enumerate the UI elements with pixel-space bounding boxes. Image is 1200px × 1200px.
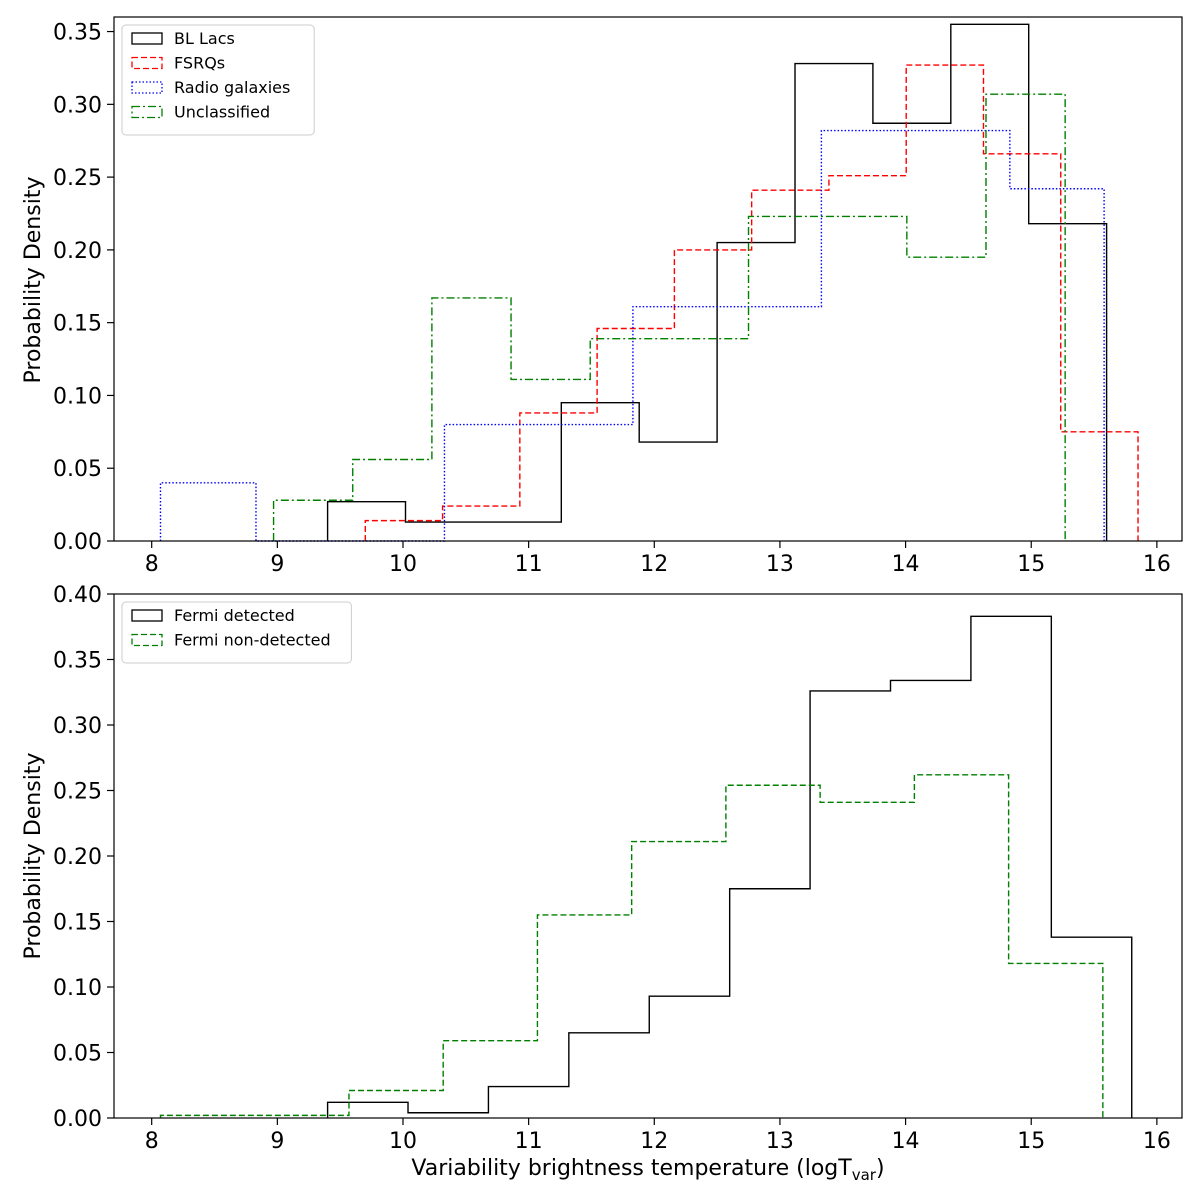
bottom-legend-frame <box>121 601 352 664</box>
top-legend-frame <box>121 24 315 136</box>
top-legend-swatch-unclassified <box>131 105 163 119</box>
top-y-tick-label: 0.10 <box>53 384 102 409</box>
bottom-series-fermi-non-detected <box>159 774 1104 1118</box>
top-y-tick-label: 0.00 <box>53 530 102 555</box>
bottom-x-tick-label: 12 <box>640 1129 668 1154</box>
x-axis-label-subscript: var <box>852 1166 877 1184</box>
top-series-unclassified <box>272 93 1066 541</box>
bottom-x-tick-label: 10 <box>389 1129 417 1154</box>
bottom-x-tick-label: 14 <box>892 1129 920 1154</box>
top-histogram-panel: 8 9 10 11 12 13 14 15 16 0.00 0.05 0.10 0.15 0.20 0.2… <box>21 16 1183 577</box>
bottom-legend-swatch-fermi-non-detected <box>131 633 163 647</box>
top-y-axis-label: Probability Density <box>21 177 46 384</box>
top-y-ticks: 0.00 0.05 0.10 0.15 0.20 0.25 0.30 0.35 <box>53 21 114 555</box>
bottom-x-tick-label: 11 <box>515 1129 543 1154</box>
bottom-legend-swatch-fermi-detected <box>131 609 163 622</box>
top-legend-swatch-bl-lacs <box>131 32 163 45</box>
bottom-x-tick-label: 13 <box>766 1129 794 1154</box>
bottom-series-fermi-detected <box>326 615 1133 1118</box>
top-x-tick-label: 10 <box>389 552 417 577</box>
bottom-y-tick-label: 0.40 <box>53 583 102 608</box>
bottom-y-tick-label: 0.05 <box>53 1042 102 1067</box>
top-y-tick-label: 0.35 <box>53 21 102 46</box>
top-series-layer <box>159 23 1139 542</box>
top-legend: BL Lacs FSRQs Radio galaxies Unclassified <box>121 24 315 136</box>
top-y-tick-label: 0.05 <box>53 457 102 482</box>
bottom-x-axis-label: Variability brightness temperature (logT… <box>411 1156 884 1184</box>
top-x-tick-label: 14 <box>892 552 920 577</box>
top-axes-frame <box>113 16 1183 542</box>
top-x-tick-label: 16 <box>1143 552 1171 577</box>
bottom-y-tick-label: 0.00 <box>53 1107 102 1132</box>
top-x-tick-label: 9 <box>270 552 284 577</box>
bottom-x-tick-label: 8 <box>145 1129 159 1154</box>
top-x-tick-label: 8 <box>145 552 159 577</box>
bottom-legend-label-fermi-detected: Fermi detected <box>174 606 295 625</box>
bottom-y-tick-label: 0.20 <box>53 845 102 870</box>
bottom-axes-frame <box>113 593 1183 1119</box>
bottom-y-tick-label: 0.10 <box>53 976 102 1001</box>
top-series-fsrqs <box>364 64 1139 541</box>
top-legend-label-fsrqs: FSRQs <box>174 54 225 73</box>
bottom-legend: Fermi detected Fermi non-detected <box>121 601 352 664</box>
x-axis-label-main: Variability brightness temperature (logT <box>411 1156 852 1181</box>
bottom-y-tick-label: 0.35 <box>53 649 102 674</box>
top-series-radio-galaxies <box>159 129 1105 542</box>
bottom-series-layer <box>159 615 1133 1118</box>
top-x-ticks: 8 9 10 11 12 13 14 15 16 <box>145 541 1171 577</box>
top-legend-label-unclassified: Unclassified <box>174 103 270 122</box>
top-legend-swatch-fsrqs <box>131 56 163 70</box>
x-axis-label-end: ) <box>876 1156 885 1181</box>
top-legend-label-bl-lacs: BL Lacs <box>174 29 235 48</box>
top-y-tick-label: 0.20 <box>53 239 102 264</box>
bottom-x-tick-label: 16 <box>1143 1129 1171 1154</box>
top-series-bl-lacs <box>326 23 1108 541</box>
top-x-tick-label: 12 <box>640 552 668 577</box>
top-y-tick-label: 0.15 <box>53 312 102 337</box>
bottom-x-tick-label: 15 <box>1017 1129 1045 1154</box>
bottom-histogram-panel: 8 9 10 11 12 13 14 15 16 0.00 0.05 0.10 0.15 0.20 0.2… <box>21 583 1183 1184</box>
bottom-x-ticks: 8 9 10 11 12 13 14 15 16 <box>145 1118 1171 1154</box>
top-x-tick-label: 13 <box>766 552 794 577</box>
top-x-tick-label: 11 <box>515 552 543 577</box>
bottom-y-ticks: 0.00 0.05 0.10 0.15 0.20 0.25 0.30 0.35 0.40 <box>53 583 114 1132</box>
bottom-y-tick-label: 0.15 <box>53 911 102 936</box>
top-y-tick-label: 0.25 <box>53 166 102 191</box>
bottom-y-tick-label: 0.25 <box>53 780 102 805</box>
bottom-legend-label-fermi-non-detected: Fermi non-detected <box>174 631 331 650</box>
bottom-x-tick-label: 9 <box>270 1129 284 1154</box>
bottom-y-tick-label: 0.30 <box>53 714 102 739</box>
top-legend-swatch-radio-galaxies <box>131 81 163 94</box>
bottom-y-axis-label: Probability Density <box>21 753 46 960</box>
top-x-tick-label: 15 <box>1017 552 1045 577</box>
top-legend-label-radio-galaxies: Radio galaxies <box>174 78 290 97</box>
top-y-tick-label: 0.30 <box>53 93 102 118</box>
